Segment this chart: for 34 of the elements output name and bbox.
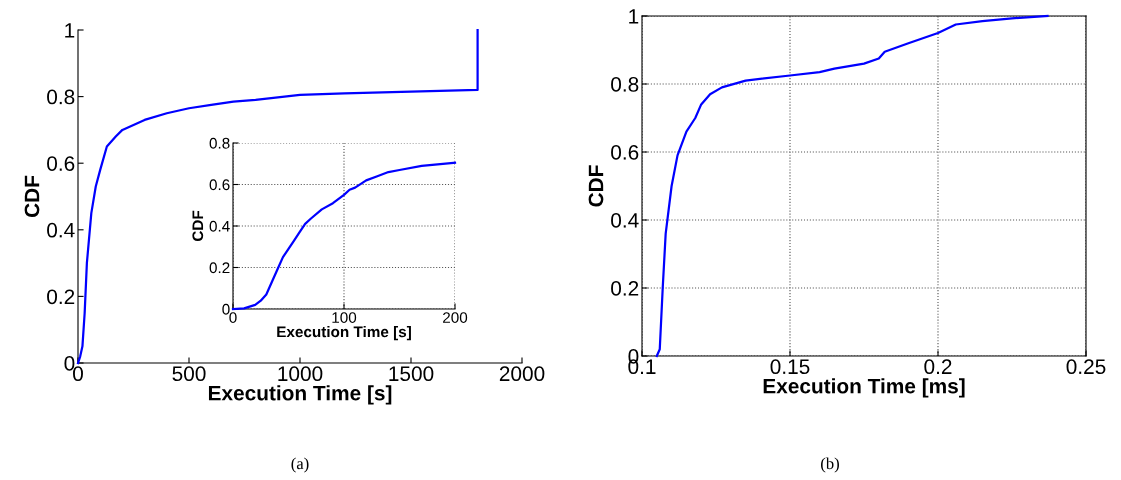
y-tick-label: 0.8 bbox=[209, 137, 230, 149]
text: (a) bbox=[291, 457, 309, 473]
x-tick-label: 2000 bbox=[499, 366, 545, 382]
y-tick-label: 0.4 bbox=[47, 222, 75, 238]
x-axis-title: Execution Time [s] bbox=[208, 385, 392, 405]
y-tick-label: 0.2 bbox=[209, 262, 230, 274]
x-axis-title: Execution Time [ms] bbox=[763, 378, 965, 398]
x-tick-label: 0.15 bbox=[770, 359, 810, 375]
line-series bbox=[655, 14, 1049, 358]
x-tick-label: 0 bbox=[229, 312, 237, 323]
y-tick-label: 1 bbox=[65, 23, 75, 38]
y-axis-title: CDF bbox=[588, 165, 604, 207]
y-tick-label: 0.6 bbox=[611, 145, 639, 160]
y-axis-title: CDF bbox=[192, 210, 204, 242]
x-tick-label: 0.25 bbox=[1066, 359, 1106, 375]
y-tick-label: 0.6 bbox=[47, 156, 75, 171]
y-tick-label: 0.4 bbox=[611, 213, 639, 228]
y-tick-label: 0.8 bbox=[611, 77, 639, 92]
x-tick-label: 0.2 bbox=[924, 359, 952, 375]
y-tick-label: 0.6 bbox=[209, 179, 230, 191]
x-tick-label: 1000 bbox=[278, 366, 323, 382]
y-tick-label: 0 bbox=[222, 303, 230, 315]
y-tick-label: 0.4 bbox=[209, 220, 230, 232]
x-tick-label: 1500 bbox=[389, 366, 434, 382]
y-axis-title: CDF bbox=[24, 175, 40, 218]
x-tick-label: 500 bbox=[172, 366, 206, 382]
y-tick-label: 0.2 bbox=[47, 289, 75, 305]
x-tick-label: 100 bbox=[332, 312, 357, 323]
y-tick-label: 0.8 bbox=[47, 89, 75, 105]
y-tick-label: 1 bbox=[629, 9, 639, 24]
x-tick-label: 200 bbox=[443, 312, 468, 323]
x-axis-title: Execution Time [s] bbox=[277, 326, 411, 341]
text: (b) bbox=[821, 457, 839, 473]
y-tick-label: 0.2 bbox=[611, 281, 639, 296]
